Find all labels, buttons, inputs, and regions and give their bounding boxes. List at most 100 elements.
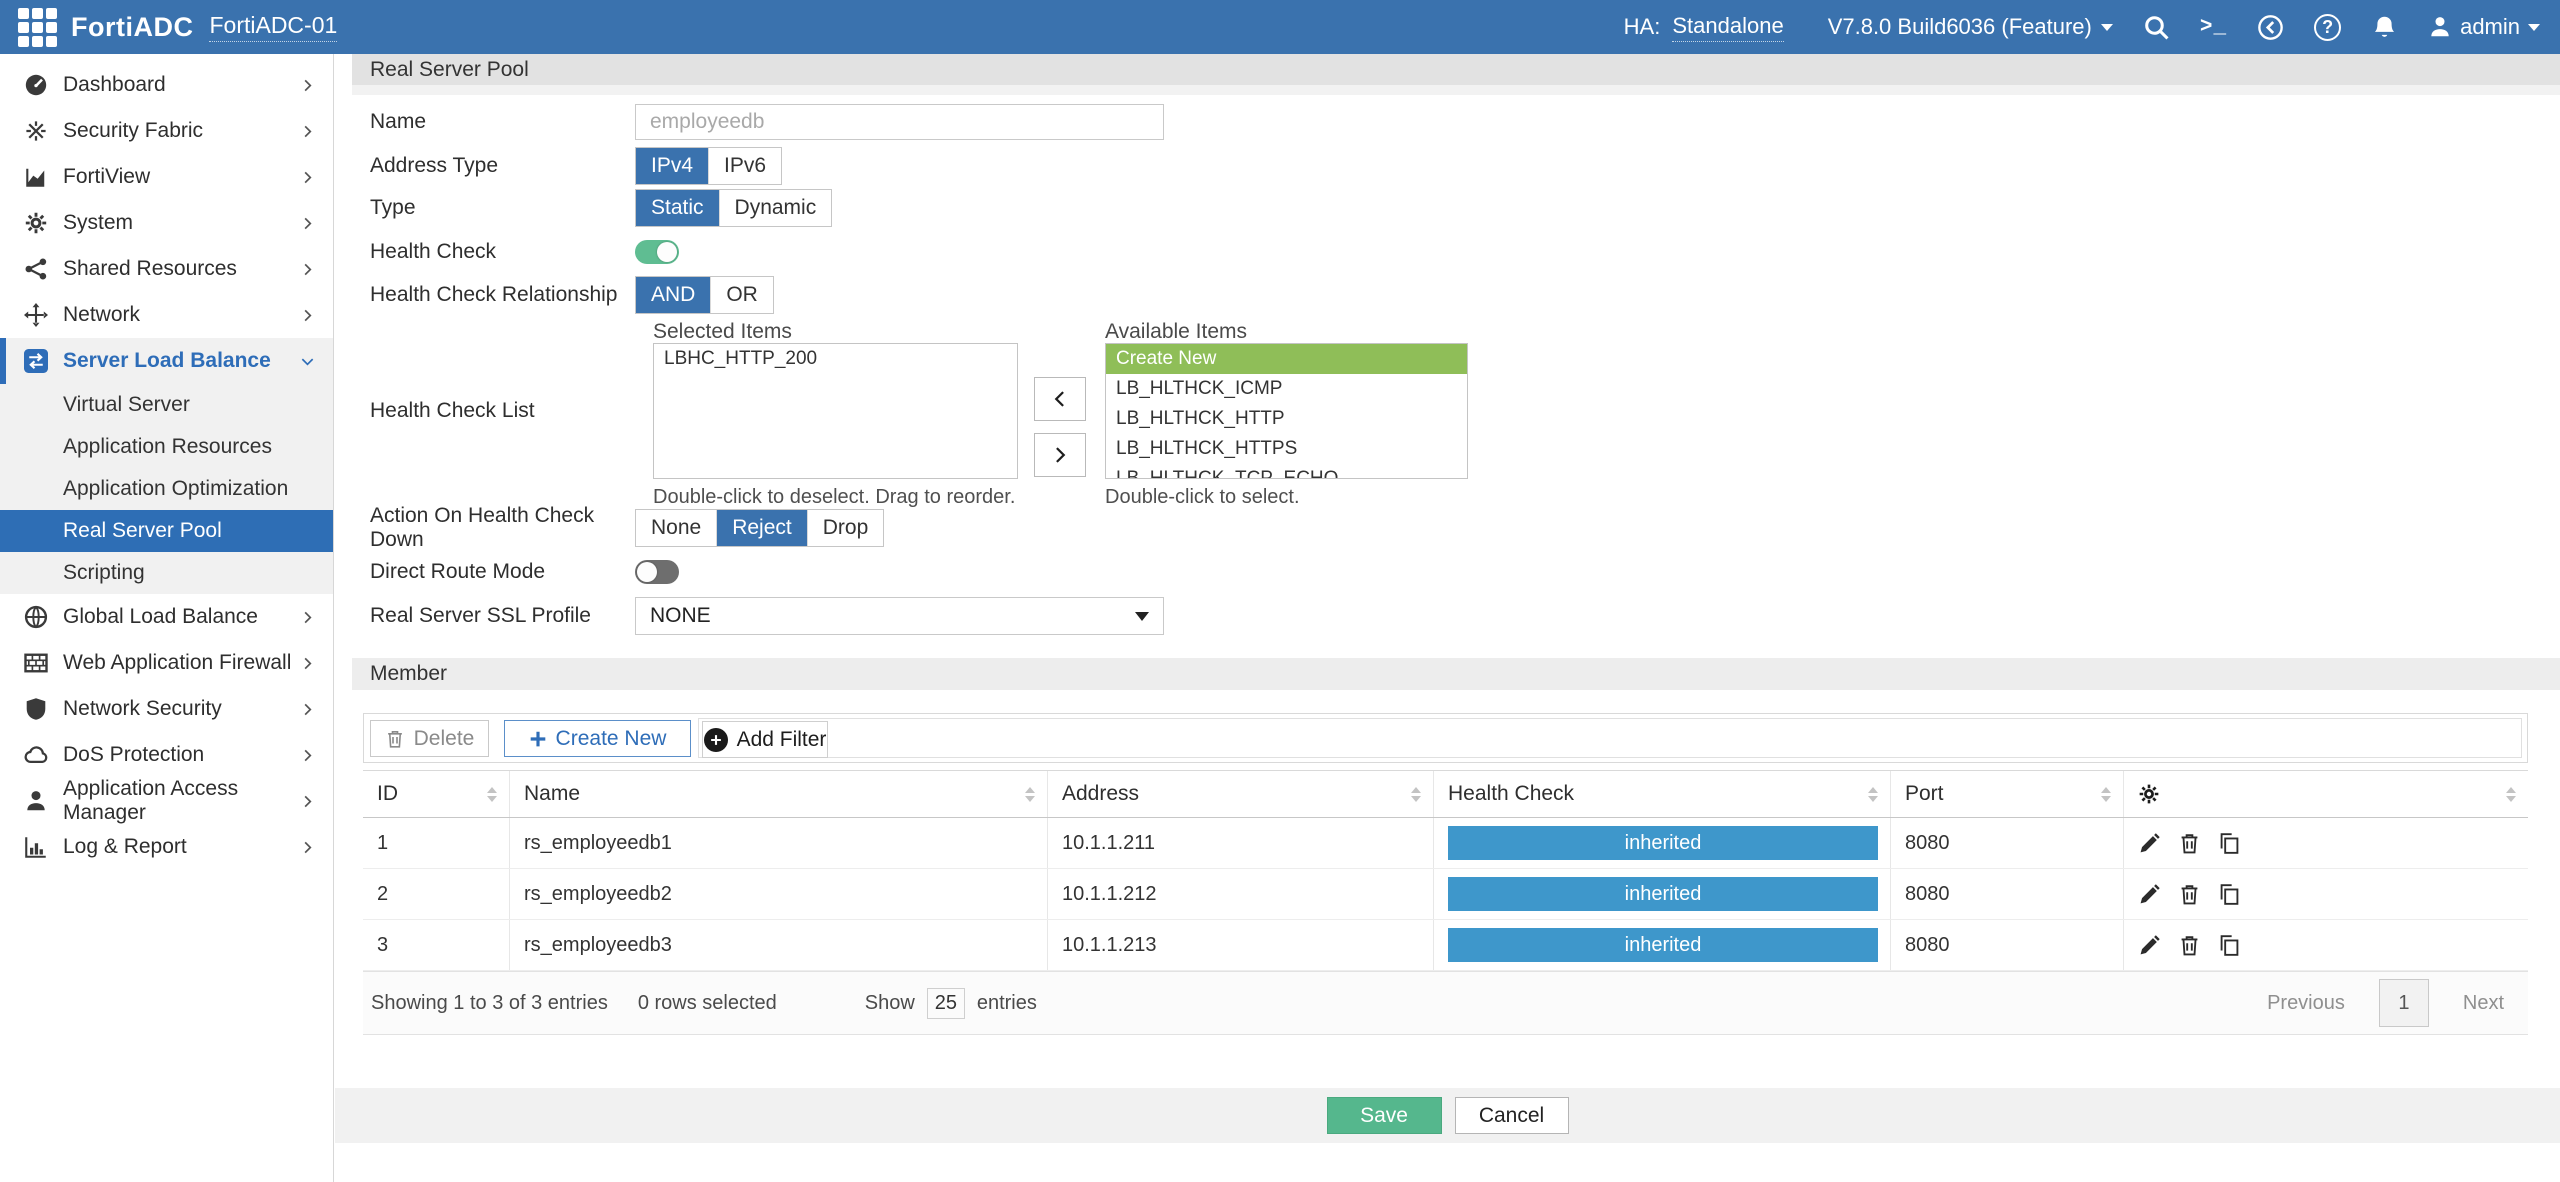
sidebar-subitem-real-server-pool[interactable]: Real Server Pool [0,510,333,552]
type-option-dynamic[interactable]: Dynamic [734,196,817,219]
user-menu[interactable]: admin [2428,14,2540,40]
clone-copy-icon[interactable] [2218,832,2241,855]
address-type-option-ipv4[interactable]: IPv4 [636,148,710,184]
sidebar-item-dos-protection[interactable]: DoS Protection [0,732,333,778]
list-item[interactable]: LBHC_HTTP_200 [664,348,818,369]
sidebar: Dashboard Security Fabric FortiView Syst… [0,54,334,1182]
sidebar-item-fortiview[interactable]: FortiView [0,154,333,200]
action-option-drop[interactable]: Drop [822,516,869,539]
security-fabric-icon [24,119,48,143]
help-icon[interactable]: ? [2314,13,2342,41]
next-page-button[interactable]: Next [2462,991,2504,1014]
sort-icon[interactable] [2101,786,2111,802]
sidebar-item-application-access-manager[interactable]: Application Access Manager [0,777,333,824]
health-check-toggle[interactable] [635,240,679,264]
cli-console-icon[interactable]: >_ [2199,15,2228,39]
sidebar-item-log-report[interactable]: Log & Report [0,824,333,870]
ssl-profile-select[interactable]: NONE [635,597,1164,635]
showing-entries-text: Showing 1 to 3 of 3 entries [371,991,608,1014]
cloud-icon [24,743,48,767]
action-option-none[interactable]: None [636,510,718,546]
column-header-health-check[interactable]: Health Check [1434,771,1891,817]
selected-items-listbox[interactable]: LBHC_HTTP_200 [653,343,1018,479]
product-name: FortiADC [71,11,194,42]
create-new-button[interactable]: Create New [504,720,691,757]
delete-trash-icon[interactable] [2178,883,2201,906]
ha-mode[interactable]: Standalone [1672,13,1784,42]
health-check-list-label: Health Check List [370,399,535,422]
sort-icon[interactable] [2506,786,2516,802]
sidebar-item-system[interactable]: System [0,200,333,246]
column-header-name[interactable]: Name [510,771,1048,817]
table-header-row: ID Name Address Health Check Port [363,770,2528,818]
available-items-listbox[interactable]: Create New LB_HLTHCK_ICMP LB_HLTHCK_HTTP… [1105,343,1468,479]
column-header-address[interactable]: Address [1048,771,1434,817]
sidebar-item-global-load-balance[interactable]: Global Load Balance [0,594,333,640]
sidebar-subitem-virtual-server[interactable]: Virtual Server [63,393,190,416]
sidebar-item-network[interactable]: Network [0,292,333,338]
back-circle-icon[interactable] [2257,14,2284,41]
list-item[interactable]: LB_HLTHCK_ICMP [1116,378,1283,399]
direct-route-mode-toggle[interactable] [635,560,679,584]
delete-trash-icon[interactable] [2178,934,2201,957]
relationship-option-or[interactable]: OR [726,283,758,306]
edit-pencil-icon[interactable] [2138,832,2161,855]
cell-health-check: inherited [1434,869,1891,919]
edit-pencil-icon[interactable] [2138,883,2161,906]
sidebar-subitem-scripting[interactable]: Scripting [63,561,145,584]
hostname[interactable]: FortiADC-01 [209,12,338,42]
sort-icon[interactable] [487,786,497,802]
sidebar-item-dashboard[interactable]: Dashboard [0,62,333,108]
action-on-down-label: Action On Health Check Down [370,504,595,551]
edit-pencil-icon[interactable] [2138,934,2161,957]
cell-id: 1 [363,818,510,868]
type-option-static[interactable]: Static [636,190,720,226]
sort-icon[interactable] [1868,786,1878,802]
chevron-left-icon [1050,389,1070,409]
column-header-actions[interactable] [2124,771,2528,817]
sidebar-subitem-application-resources[interactable]: Application Resources [63,435,272,458]
save-button[interactable]: Save [1326,1097,1442,1134]
clone-copy-icon[interactable] [2218,883,2241,906]
filter-bar[interactable]: Add Filter [698,718,2522,758]
cancel-button[interactable]: Cancel [1454,1097,1569,1134]
table-row[interactable]: 1 rs_employeedb1 10.1.1.211 inherited 80… [363,818,2528,869]
share-icon [24,257,48,281]
inherited-badge: inherited [1448,877,1878,911]
column-header-port[interactable]: Port [1891,771,2124,817]
add-filter-button[interactable]: Add Filter [702,721,828,758]
sidebar-item-shared-resources[interactable]: Shared Resources [0,246,333,292]
list-item[interactable]: LB_HLTHCK_HTTP [1116,408,1285,429]
page-number-button[interactable]: 1 [2378,979,2429,1027]
search-icon[interactable] [2143,14,2170,41]
cell-health-check: inherited [1434,818,1891,868]
move-right-button[interactable] [1034,433,1086,477]
list-item-create-new[interactable]: Create New [1106,344,1467,374]
move-left-button[interactable] [1034,377,1086,421]
previous-page-button[interactable]: Previous [2267,991,2345,1014]
form-actions-bar: Save Cancel [335,1088,2560,1143]
name-input[interactable] [635,104,1164,140]
list-item[interactable]: LB_HLTHCK_HTTPS [1116,438,1298,459]
pagination: Previous 1 Next [2267,979,2528,1027]
sidebar-subitem-application-optimization[interactable]: Application Optimization [63,477,289,500]
page-size-input[interactable]: 25 [926,987,965,1019]
table-row[interactable]: 2 rs_employeedb2 10.1.1.212 inherited 80… [363,869,2528,920]
sidebar-item-server-load-balance[interactable]: Server Load Balance [0,338,333,384]
notifications-bell-icon[interactable] [2371,14,2398,41]
relationship-option-and[interactable]: AND [636,277,712,313]
delete-button[interactable]: Delete [370,720,489,757]
table-row[interactable]: 3 rs_employeedb3 10.1.1.213 inherited 80… [363,920,2528,971]
version-dropdown[interactable]: V7.8.0 Build6036 (Feature) [1828,14,2113,40]
address-type-option-ipv6[interactable]: IPv6 [724,154,767,177]
delete-trash-icon[interactable] [2178,832,2201,855]
list-item[interactable]: LB_HLTHCK_TCP_ECHO [1116,468,1339,479]
column-header-id[interactable]: ID [363,771,510,817]
sidebar-item-network-security[interactable]: Network Security [0,686,333,732]
sort-icon[interactable] [1025,786,1035,802]
clone-copy-icon[interactable] [2218,934,2241,957]
action-option-reject[interactable]: Reject [717,510,808,546]
sidebar-item-web-application-firewall[interactable]: Web Application Firewall [0,640,333,686]
sidebar-item-security-fabric[interactable]: Security Fabric [0,108,333,154]
sort-icon[interactable] [1411,786,1421,802]
